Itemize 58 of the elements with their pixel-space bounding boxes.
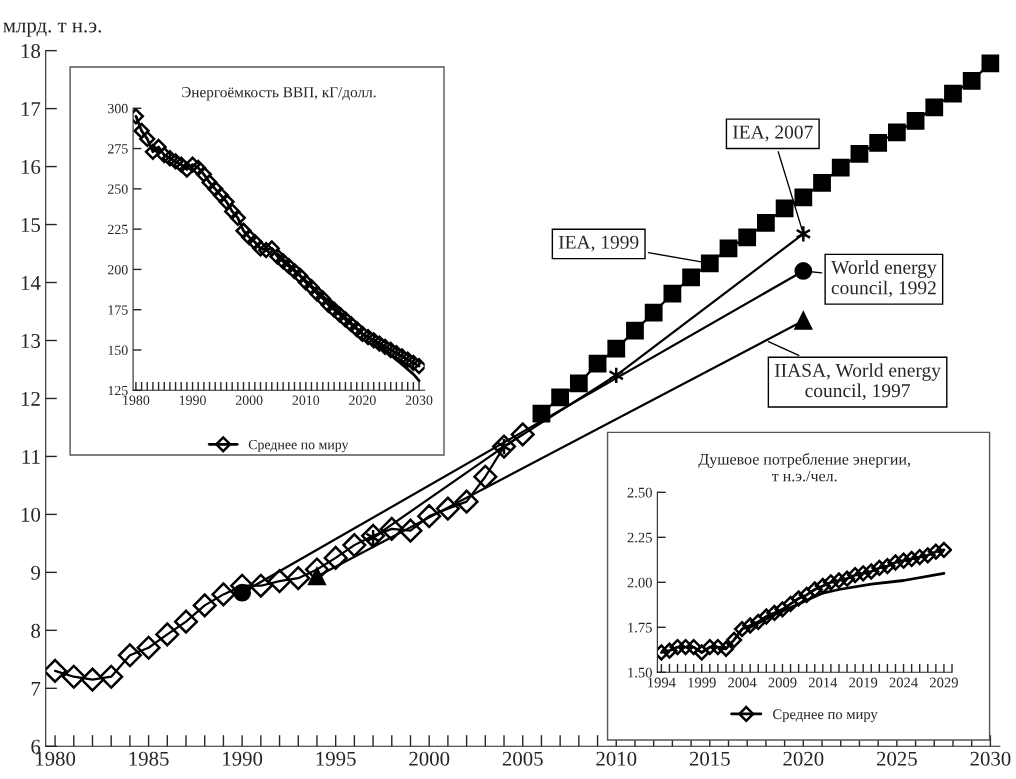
x-tick-label: 2020 — [783, 751, 824, 766]
y-tick-label: 7 — [31, 681, 41, 696]
annotation: IIASA, World energy council, 1997 — [774, 363, 941, 401]
y-tick-label: 125 — [108, 385, 128, 396]
y-axis-title: млрд. т н.э. — [3, 22, 101, 37]
y-tick-label: 12 — [21, 391, 40, 406]
x-tick-label: 1985 — [129, 751, 169, 766]
x-tick-label: 2004 — [728, 677, 757, 688]
x-tick-label: 2029 — [929, 677, 958, 688]
x-tick-label: 1994 — [648, 677, 676, 688]
y-tick-label: 8 — [31, 623, 41, 638]
x-tick-label: 2030 — [970, 751, 1011, 766]
chart-title: Душевое потребление энергии, т н.э./чел. — [698, 453, 910, 482]
y-tick-label: 250 — [108, 184, 128, 194]
y-tick-label: 1.75 — [628, 622, 652, 633]
x-tick-label: 2014 — [808, 677, 838, 688]
x-tick-label: 2030 — [405, 395, 433, 405]
y-tick-label: 300 — [108, 103, 128, 114]
chart-title: Энергоёмкость ВВП, кГ/долл. — [182, 87, 376, 101]
x-tick-label: 2015 — [689, 751, 730, 766]
y-tick-label: 14 — [21, 275, 41, 290]
x-tick-label: 2010 — [292, 395, 320, 405]
x-tick-label: 1999 — [688, 677, 716, 688]
x-tick-label: 2000 — [235, 395, 263, 405]
y-tick-label: 18 — [21, 44, 41, 59]
x-tick-label: 1980 — [123, 395, 150, 405]
y-tick-label: 17 — [21, 102, 41, 116]
y-tick-label: 175 — [108, 305, 128, 315]
y-tick-label: 2.00 — [627, 577, 652, 588]
legend-label: Среднее по миру — [248, 439, 349, 453]
x-tick-label: 2024 — [889, 677, 918, 688]
x-tick-label: 2010 — [596, 751, 637, 766]
y-tick-label: 2.25 — [627, 532, 652, 543]
y-tick-label: 16 — [21, 160, 41, 175]
x-tick-label: 2009 — [768, 677, 797, 688]
x-tick-label: 2025 — [876, 751, 917, 766]
y-tick-label: 275 — [108, 144, 128, 154]
y-tick-label: 1.50 — [628, 667, 652, 678]
annotation: IEA, 1999 — [558, 235, 639, 252]
y-tick-label: 2.50 — [627, 487, 652, 498]
x-tick-label: 2005 — [502, 751, 543, 766]
y-tick-label: 10 — [21, 507, 41, 522]
x-tick-label: 1995 — [316, 751, 356, 766]
annotation: World energy council, 1992 — [831, 260, 937, 298]
legend-label: Среднее по миру — [773, 709, 878, 723]
x-tick-label: 2020 — [349, 395, 376, 405]
x-tick-label: 2019 — [849, 677, 878, 688]
y-tick-label: 225 — [108, 224, 128, 235]
x-tick-label: 2000 — [409, 751, 450, 766]
y-tick-label: 15 — [21, 218, 41, 232]
y-tick-label: 9 — [31, 565, 41, 580]
y-tick-label: 11 — [22, 449, 40, 464]
y-tick-label: 150 — [108, 345, 128, 355]
annotation: IEA, 2007 — [732, 125, 813, 142]
x-tick-label: 1990 — [179, 395, 206, 405]
x-tick-label: 1990 — [223, 751, 263, 766]
y-tick-label: 200 — [108, 265, 128, 275]
y-tick-label: 13 — [21, 333, 41, 348]
